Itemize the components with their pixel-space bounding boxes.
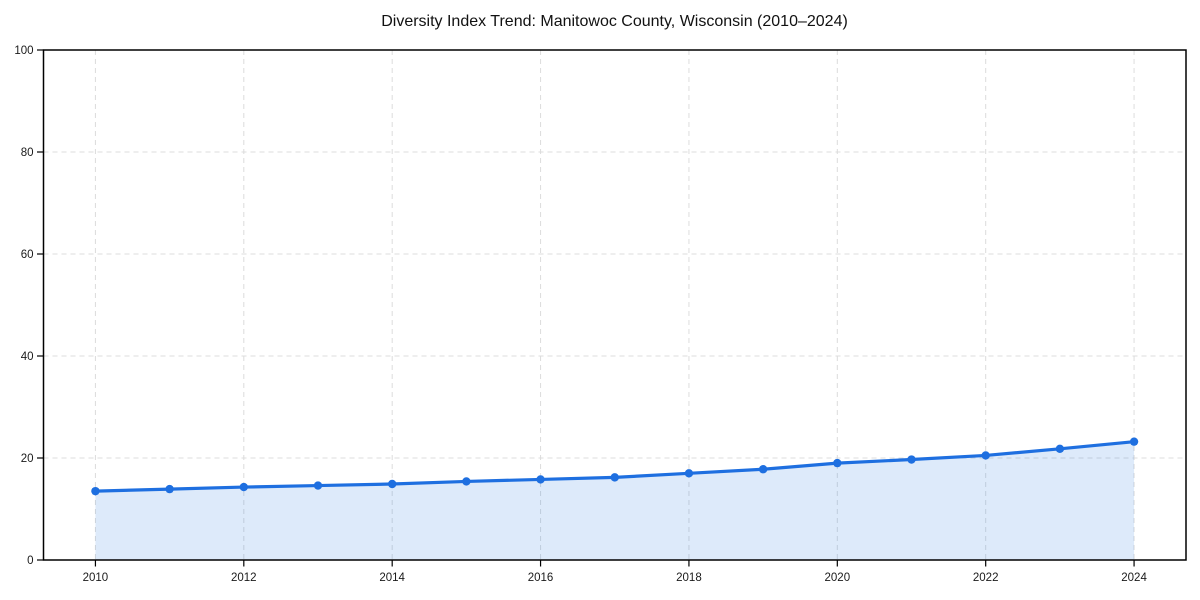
data-point-2021 (907, 455, 916, 464)
y-axis-tick-label: 100 (14, 45, 33, 57)
plot-border (42, 49, 1187, 561)
y-axis-tick-label: 40 (21, 351, 34, 363)
y-axis-tick-label: 60 (21, 249, 34, 261)
data-point-2018 (684, 469, 694, 478)
x-axis-tick-label: 2024 (1121, 572, 1147, 584)
x-axis-tick-label: 2012 (231, 572, 257, 584)
data-point-2019 (758, 465, 768, 474)
data-point-2020 (833, 458, 842, 468)
y-axis-tick-label: 80 (21, 147, 34, 159)
x-axis-tick-label: 2020 (825, 572, 851, 584)
x-axis-tick-label: 2014 (379, 572, 405, 584)
data-point-2011 (165, 484, 174, 494)
x-axis-tick-label: 2018 (676, 572, 702, 584)
area-fill (95, 441, 1135, 560)
data-point-2014 (387, 479, 397, 489)
x-axis-tick-label: 2022 (973, 572, 999, 584)
chart-title: Diversity Index Trend: Manitowoc County,… (381, 13, 848, 30)
data-point-2012 (239, 482, 249, 492)
data-point-2017 (610, 473, 619, 482)
data-point-2013 (313, 481, 323, 490)
x-axis-tick-label: 2016 (528, 572, 554, 584)
data-point-2022 (981, 451, 990, 460)
x-axis-tick-label: 2010 (83, 572, 109, 584)
data-point-2016 (536, 475, 545, 484)
data-point-2024 (1129, 437, 1139, 446)
data-point-2015 (462, 477, 471, 486)
y-axis-tick-label: 0 (27, 555, 33, 567)
y-axis-tick-label: 20 (21, 453, 34, 465)
data-point-2023 (1055, 444, 1065, 454)
data-point-2010 (91, 486, 100, 496)
